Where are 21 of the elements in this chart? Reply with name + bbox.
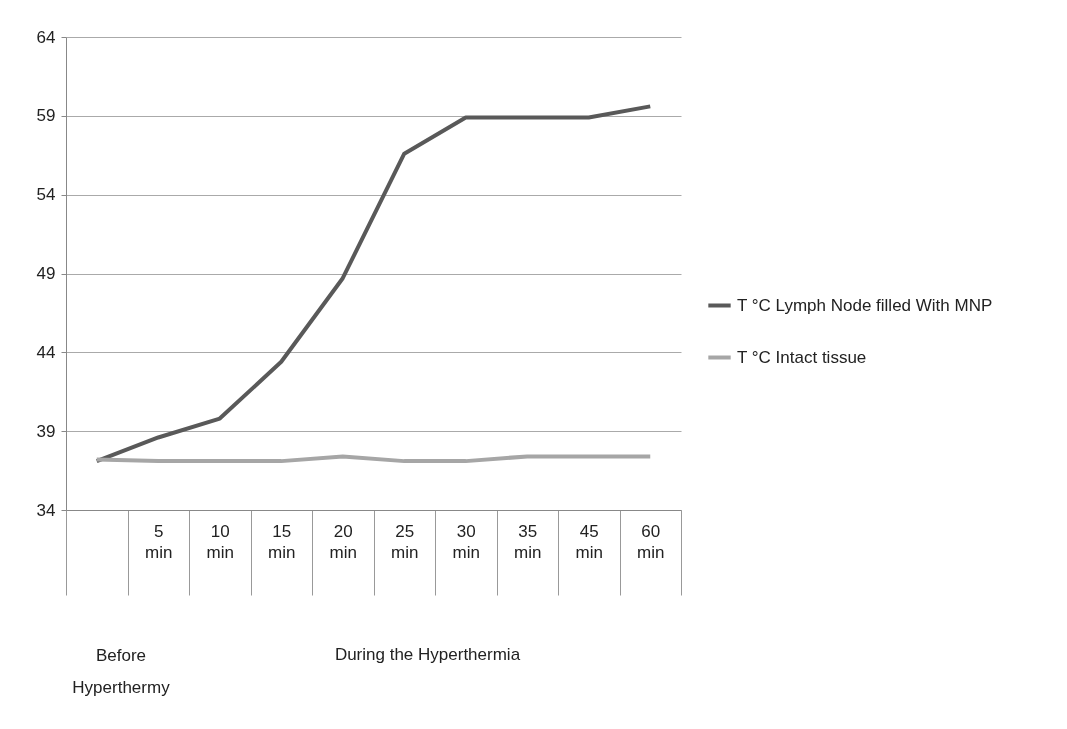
x-tick-label: 35 min (514, 521, 542, 562)
x-tick-label: 20 min (329, 521, 357, 562)
y-tick-label: 39 (36, 421, 56, 441)
legend-label: T °C Lymph Node filled With MNP (737, 295, 993, 315)
y-tick-label: 34 (36, 500, 56, 520)
line-series (94, 104, 653, 464)
x-tick-label: 15 min (268, 521, 296, 562)
x-tick-label: 25 min (391, 521, 419, 562)
x-tick-label: 60 min (637, 521, 665, 562)
y-tick-label: 54 (36, 185, 56, 205)
text: Before Hyperthermy (71, 645, 171, 699)
y-tick-label: 49 (36, 264, 56, 283)
x-tick-label: 5 min (145, 521, 173, 562)
x-tick-label: 10 min (206, 521, 234, 562)
y-tick-label: 44 (36, 342, 56, 362)
legend-label: T °C Intact tissue (737, 347, 867, 367)
text: During the Hyperthermia (333, 645, 522, 665)
x-tick-label: 30 min (452, 521, 480, 562)
y-tick-label: 59 (36, 106, 56, 126)
y-tick-label: 64 (36, 27, 56, 47)
x-tick-label: 45 min (575, 521, 603, 562)
